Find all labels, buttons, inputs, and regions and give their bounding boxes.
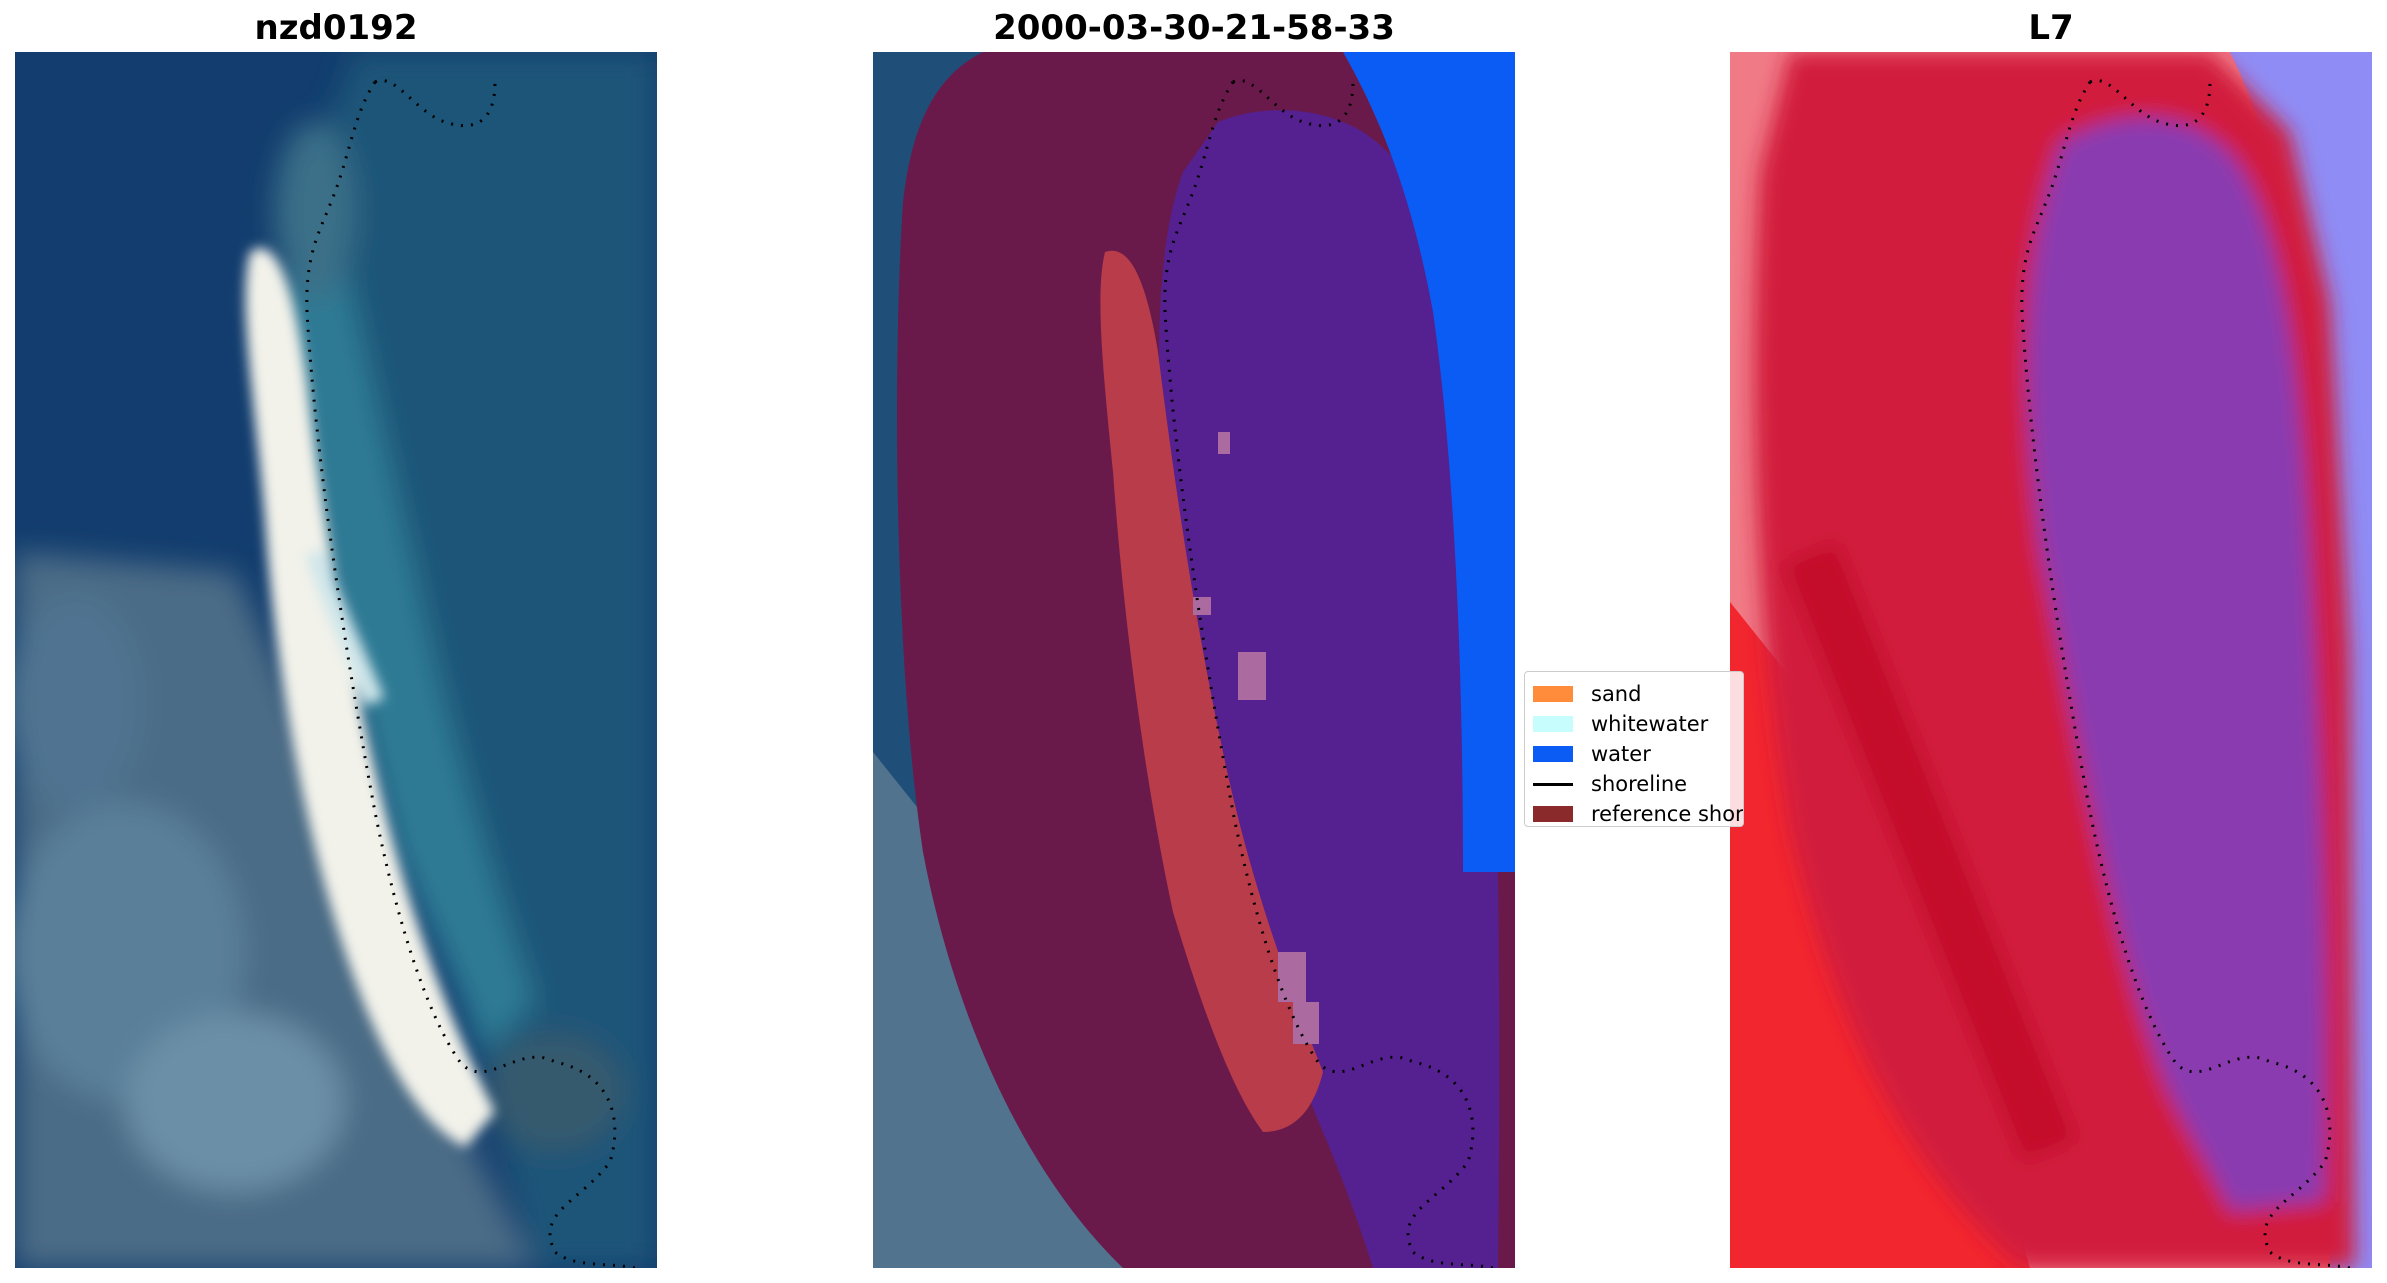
index-image [1730,52,2372,1268]
reference-shoreline-dotted [2020,81,2351,1268]
rgb-satellite-image [15,52,657,1268]
water-swatch [1533,746,1573,762]
rgb-image-panel [15,52,657,1268]
legend-item-whitewater: whitewater [1525,709,1743,739]
legend-label-sand: sand [1591,682,1642,706]
legend-item-water: water [1525,739,1743,769]
legend: sand whitewater water shoreline referenc… [1524,671,1744,827]
index-panel [1730,52,2372,1268]
classification-panel [873,52,1515,1268]
reference-shoreline-dotted [305,81,636,1268]
legend-label-water: water [1591,742,1651,766]
classified-image [873,52,1515,1268]
panel-title-index: L7 [2028,8,2074,48]
legend-label-shoreline: shoreline [1591,772,1688,796]
panel-title-rgb: nzd0192 [254,8,418,48]
legend-item-shoreline: shoreline [1525,769,1743,799]
legend-item-sand: sand [1525,679,1743,709]
whitewater-swatch [1533,716,1573,732]
sand-swatch [1533,686,1573,702]
shoreline-swatch [1533,782,1573,786]
legend-item-reference-shoreline: reference shoreline [1525,799,1744,826]
legend-label-whitewater: whitewater [1591,712,1709,736]
reference-shoreline-swatch [1533,806,1573,822]
panel-title-classification: 2000-03-30-21-58-33 [993,8,1395,48]
reference-shoreline-dotted [1163,81,1494,1268]
legend-label-reference-shoreline: reference shoreline [1591,802,1744,826]
